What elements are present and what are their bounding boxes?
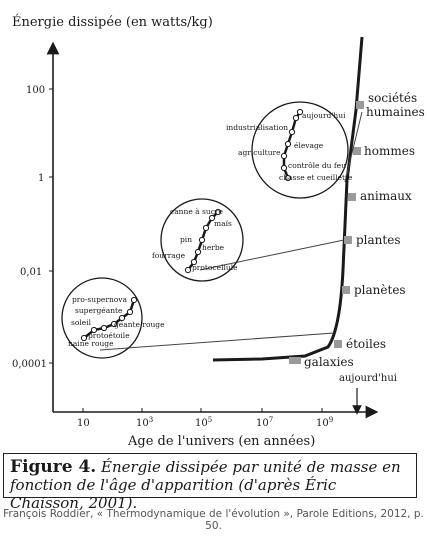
cluster-dot <box>280 164 288 172</box>
cluster-dot <box>296 108 304 116</box>
x-tick-label: 10 <box>77 418 90 429</box>
cluster-label: maïs <box>214 219 232 228</box>
cluster-label: fourrage <box>152 251 186 260</box>
cluster-label: protoétoile <box>88 331 130 340</box>
y-tick-label: 0,0001 <box>12 359 47 370</box>
x-axis-label: Age de l'univers (en années) <box>127 434 315 449</box>
y-tick-label: 0,01 <box>20 267 42 278</box>
cluster-dot <box>80 334 88 342</box>
y-axis-label: Énergie dissipée (en watts/kg) <box>12 14 213 30</box>
marker-hommes <box>353 147 361 155</box>
label-plantes: plantes <box>356 233 400 247</box>
cluster-dot <box>280 152 288 160</box>
label-animaux: animaux <box>360 189 412 203</box>
connector-stars <box>99 332 335 351</box>
chart: Énergie dissipée (en watts/kg) 100 1 0,0… <box>12 14 425 449</box>
cluster-plants: canne à sucre maïs pin herbe fourrage pr… <box>152 198 244 282</box>
x-tick-label: 109 <box>316 416 333 429</box>
marker-societes <box>356 101 364 109</box>
cluster-label: aujourd'hui <box>302 111 346 120</box>
cluster-dot <box>214 208 222 216</box>
marker-planetes <box>342 286 350 294</box>
cluster-label: canne à sucre <box>170 207 223 216</box>
x-tick-label: 107 <box>256 416 273 429</box>
cluster-dot <box>118 314 126 322</box>
cluster-dot <box>90 326 98 334</box>
x-tick-label: 105 <box>195 416 212 429</box>
cluster-label: herbe <box>202 243 225 252</box>
marker-galaxies <box>289 357 301 364</box>
cluster-stars: pro-supernova supergéante soleil protoét… <box>61 277 165 359</box>
cluster-label: contrôle du feu <box>288 161 346 170</box>
figure-caption: Figure 4. Énergie dissipée par unité de … <box>3 453 417 512</box>
connector-society <box>344 111 363 183</box>
label-planetes: planètes <box>354 283 406 297</box>
cluster-circle <box>160 198 244 282</box>
x-tick-label: 103 <box>136 416 153 429</box>
cluster-label: pro-supernova <box>72 295 128 304</box>
cluster-dot <box>190 258 198 266</box>
label-hommes: hommes <box>364 144 415 158</box>
cluster-label: chasse et cueillette <box>279 173 353 182</box>
label-societes: sociétés humaines <box>366 91 425 119</box>
cluster-society: aujourd'hui industrialisation élevage ag… <box>226 101 353 199</box>
cluster-dot <box>130 296 138 304</box>
cluster-dot <box>126 308 134 316</box>
cluster-label: géante rouge <box>114 320 165 329</box>
marker-etoiles <box>334 340 342 348</box>
connector-plants <box>199 239 345 271</box>
marker-animaux <box>348 193 356 201</box>
cluster-dot <box>198 236 206 244</box>
label-societes-line1: sociétés <box>368 91 417 105</box>
caption-label: Figure 4. <box>10 457 97 477</box>
y-tick-label: 100 <box>26 85 45 96</box>
cluster-circle <box>251 101 349 199</box>
label-societes-line2: humaines <box>366 105 425 119</box>
label-etoiles: étoiles <box>346 337 386 351</box>
cluster-label: pin <box>180 235 192 244</box>
cluster-label: protocellule <box>192 263 238 272</box>
cluster-dot <box>288 128 296 136</box>
cluster-label: élevage <box>294 141 324 150</box>
cluster-label: naine rouge <box>68 339 114 348</box>
series-line <box>212 36 364 362</box>
x-end-label: aujourd'hui <box>339 373 397 384</box>
cluster-label: soleil <box>71 318 92 327</box>
cluster-dot <box>100 324 108 332</box>
cluster-dot <box>202 224 210 232</box>
y-tick-label: 1 <box>38 173 44 184</box>
source-credit: François Roddier, « Thermodynamique de l… <box>3 508 424 532</box>
cluster-dot <box>292 114 300 122</box>
cluster-dot <box>110 320 118 328</box>
cluster-label: agriculture <box>238 148 281 157</box>
cluster-dot <box>194 248 202 256</box>
label-galaxies: galaxies <box>304 355 354 369</box>
cluster-dot <box>184 266 192 274</box>
cluster-dot <box>284 174 292 182</box>
cluster-dot <box>284 140 292 148</box>
caption-text: Énergie dissipée par unité de masse en f… <box>10 458 401 512</box>
cluster-label: supergéante <box>75 306 123 315</box>
cluster-circle <box>61 277 143 359</box>
cluster-label: industrialisation <box>226 123 288 132</box>
cluster-dot <box>208 214 216 222</box>
marker-plantes <box>344 236 352 244</box>
